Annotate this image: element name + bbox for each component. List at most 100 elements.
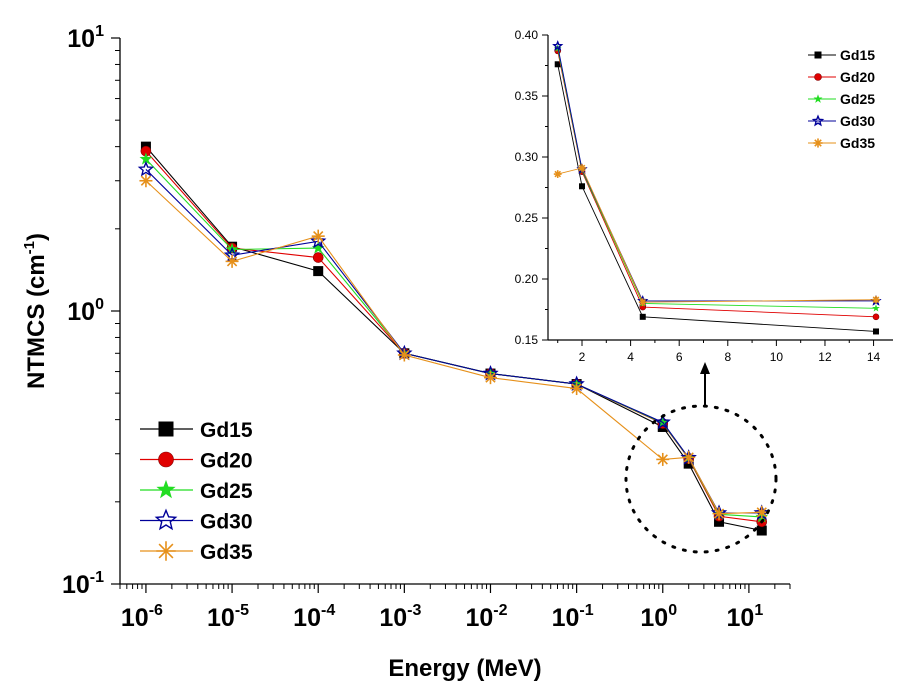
y-tick-label: 10-1 — [62, 569, 104, 599]
legend-marker-gd20 — [158, 451, 174, 468]
inset-x-tick-label: 8 — [724, 350, 731, 364]
inset-legend-entry-gd20: Gd20 — [808, 69, 875, 85]
inset-y-tick-label: 0.15 — [515, 333, 539, 347]
main-plot: 10-6 10-5 10-4 10-3 10-2 10-1 100 101 101 100 10-1… — [21, 23, 791, 682]
inset-legend-entry-gd15: Gd15 — [808, 47, 875, 63]
data-point-gd30 — [310, 232, 327, 249]
inset-background — [548, 35, 893, 340]
inset-data-point-gd35 — [638, 298, 647, 307]
main-legend: Gd15 Gd20 Gd25 Gd30 Gd35 — [140, 419, 253, 564]
data-point-gd35 — [483, 371, 497, 385]
inset-legend-marker-gd20 — [814, 73, 822, 81]
inset-x-tick-label: 14 — [867, 350, 881, 364]
data-point-gd35-stroke — [657, 454, 668, 465]
inset-y-tick-label: 0.25 — [515, 211, 539, 225]
inset-legend-label-gd20: Gd20 — [840, 69, 875, 85]
series-gd35 — [139, 174, 769, 521]
data-point-gd35-stroke — [713, 508, 725, 519]
highlight-circle — [624, 404, 778, 554]
legend-marker-gd15 — [158, 421, 174, 437]
legend-label-gd25: Gd25 — [200, 480, 253, 503]
inset-y-tick-label: 0.20 — [515, 272, 539, 286]
x-tick-label: 100 — [640, 602, 677, 632]
data-point-gd35-stroke — [140, 175, 152, 186]
data-point-gd35-stroke — [571, 383, 582, 394]
y-tick-label: 100 — [67, 296, 104, 326]
data-point-gd15 — [313, 266, 324, 277]
inset-legend-entry-gd30: Gd30 — [808, 113, 875, 129]
inset-legend: Gd15 Gd20 Gd25 Gd30 Gd35 — [808, 47, 875, 151]
data-point-gd25 — [139, 152, 153, 165]
inset-legend-entry-gd35: Gd35 — [808, 135, 875, 151]
inset-data-point-gd15 — [579, 183, 586, 190]
data-point-gd20 — [312, 252, 324, 263]
legend-entry-gd25: Gd25 — [140, 479, 253, 503]
data-point-gd30 — [137, 160, 155, 177]
inset-data-point-gd15 — [639, 313, 646, 320]
data-point-gd35 — [311, 229, 325, 243]
data-point-gd35-stroke — [399, 349, 410, 361]
inset-y-tick-label: 0.30 — [515, 150, 539, 164]
legend-entry-gd20: Gd20 — [140, 450, 253, 473]
inset-y-tick-label: 0.40 — [515, 28, 539, 42]
data-point-gd25 — [311, 241, 325, 254]
data-point-gd35 — [656, 452, 670, 466]
inset-data-point-gd35-stroke — [639, 298, 647, 306]
inset-series-line-gd15 — [557, 64, 877, 332]
legend-label-gd30: Gd30 — [200, 511, 253, 534]
inset-data-point-gd35-stroke — [872, 296, 880, 304]
inset-x-tick-label: 12 — [818, 350, 832, 364]
inset-x-tick-label: 6 — [676, 350, 683, 364]
inset-x-tick-label: 2 — [579, 350, 586, 364]
inset-legend-label-gd25: Gd25 — [840, 91, 875, 107]
x-tick-label: 10-4 — [293, 602, 335, 632]
inset-x-tick-label: 4 — [627, 350, 634, 364]
inset-data-point-gd35-stroke — [554, 170, 562, 178]
inset-legend-marker-gd15 — [814, 51, 822, 59]
inset-series-line-gd35 — [557, 167, 876, 303]
data-point-gd35 — [712, 507, 726, 521]
inset-legend-entry-gd25: Gd25 — [808, 91, 875, 107]
legend-marker-gd25 — [156, 479, 176, 499]
inset-x-tick-label: 10 — [770, 350, 784, 364]
inset-legend-marker-gd35 — [813, 138, 823, 148]
y-axis-title: NTMCS (cm-1) — [21, 233, 50, 389]
inset-data-point-gd35 — [872, 295, 880, 304]
inset-data-point-gd30 — [552, 40, 564, 51]
x-tick-label: 10-6 — [121, 602, 163, 632]
data-point-gd15 — [714, 516, 725, 527]
data-point-gd35 — [570, 382, 584, 396]
data-point-gd15 — [756, 525, 767, 536]
data-point-gd35 — [225, 254, 239, 268]
inset-y-tick-label: 0.35 — [515, 89, 539, 103]
inset-data-point-gd35 — [553, 170, 562, 178]
x-tick-label: 10-5 — [207, 602, 249, 632]
inset-legend-label-gd15: Gd15 — [840, 47, 875, 63]
inset-data-point-gd35 — [578, 164, 586, 172]
inset-data-point-gd15 — [554, 61, 561, 68]
x-tick-label: 10-2 — [465, 602, 507, 632]
legend-marker-gd35 — [156, 541, 176, 561]
x-tick-label: 10-3 — [379, 602, 421, 632]
inset-legend-label-gd30: Gd30 — [840, 113, 875, 129]
legend-entry-gd35: Gd35 — [140, 541, 253, 564]
inset-legend-marker-gd30 — [811, 114, 825, 127]
legend-label-gd35: Gd35 — [200, 541, 253, 564]
inset-data-point-gd25 — [872, 304, 880, 312]
inset-data-point-gd35-stroke — [578, 164, 586, 172]
data-point-gd35-stroke — [756, 507, 767, 518]
y-tick-label: 101 — [67, 23, 104, 53]
legend-label-gd15: Gd15 — [200, 419, 253, 442]
inset-data-point-gd15 — [872, 328, 879, 335]
inset-legend-marker-gd25 — [813, 94, 823, 103]
x-tick-label: 101 — [727, 602, 764, 632]
inset-legend-marker-gd35-stroke — [814, 139, 822, 147]
data-point-gd35 — [139, 174, 153, 188]
inset-series-gd15 — [554, 61, 879, 335]
legend-label-gd20: Gd20 — [200, 450, 253, 473]
x-tick-label: 10-1 — [552, 602, 594, 632]
data-point-gd35-stroke — [683, 452, 694, 463]
inset-legend-label-gd35: Gd35 — [840, 135, 875, 151]
series-line-gd35 — [145, 180, 762, 515]
